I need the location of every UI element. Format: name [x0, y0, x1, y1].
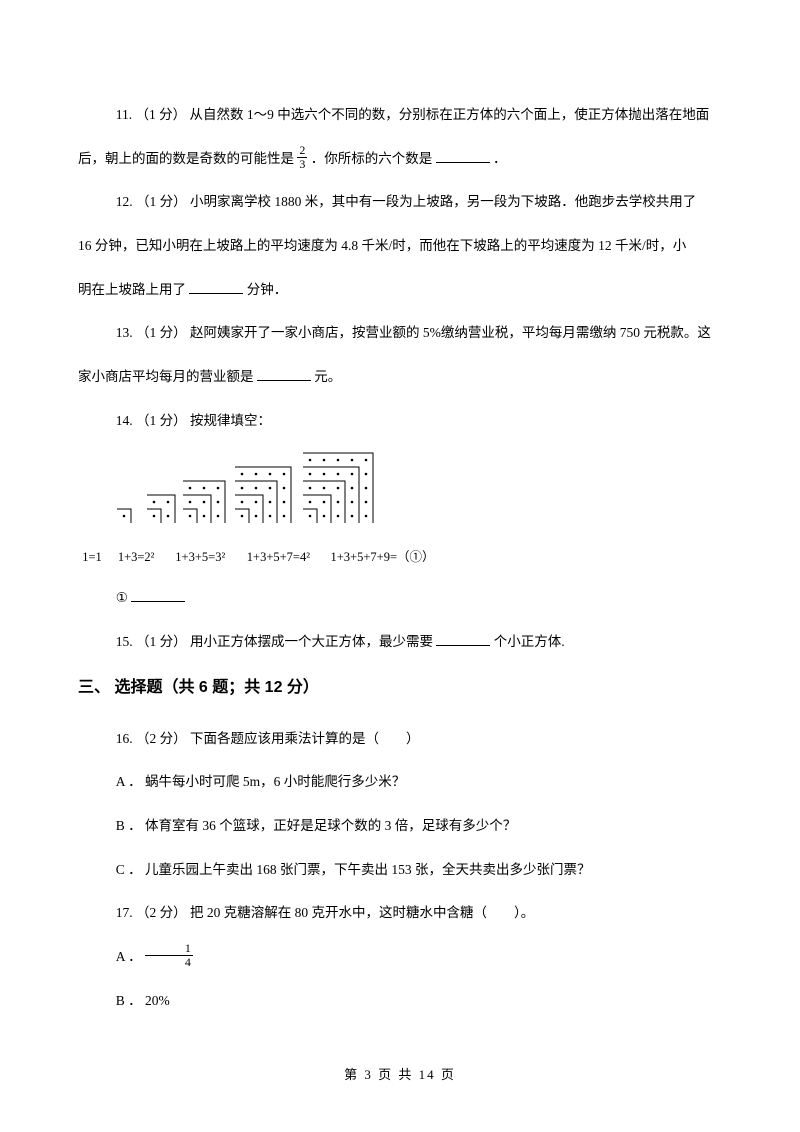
q11-line2: 后，朝上的面的数是奇数的可能性是 23 ．你所标的六个数是 ． [78, 144, 722, 174]
q16-option-B[interactable]: B ． 体育室有 36 个篮球，正好是足球个数的 3 倍，足球有多少个？ [78, 811, 722, 841]
q15: 15. （1 分） 用小正方体摆成一个大正方体，最少需要 个小正方体. [78, 627, 722, 657]
blank[interactable] [257, 368, 311, 382]
q14-line1: 14. （1 分） 按规律填空： [78, 406, 722, 436]
text: A ． [116, 949, 142, 964]
cap: 1+3+5+7=4² [237, 544, 319, 572]
blank[interactable] [436, 632, 490, 646]
q13-line2: 家小商店平均每月的营业额是 元。 [78, 362, 722, 392]
qnum: 11. [116, 107, 132, 122]
text: 赵阿姨家开了一家小商店，按营业额的 5%缴纳营业税，平均每月需缴纳 750 元税… [190, 325, 711, 340]
text: 从自然数 1～9 中选六个不同的数，分别标在正方体的六个面上，使正方体抛出落在地… [190, 107, 710, 122]
pts: （2 分） [136, 731, 187, 746]
text: 把 20 克糖溶解在 80 克开水中，这时糖水中含糖（ ）。 [190, 905, 534, 920]
qnum: 16. [116, 731, 133, 746]
q17-stem: 17. （2 分） 把 20 克糖溶解在 80 克开水中，这时糖水中含糖（ ）。 [78, 898, 722, 928]
text: 按规律填空： [190, 413, 271, 428]
q12-line1: 12. （1 分） 小明家离学校 1880 米，其中有一段为上坡路，另一段为下坡… [78, 187, 722, 217]
section-3-heading: 三、 选择题（共 6 题；共 12 分） [78, 670, 722, 705]
pts: （1 分） [136, 634, 187, 649]
blank[interactable] [189, 280, 243, 294]
pts: （1 分） [136, 325, 187, 340]
pts: （1 分） [136, 107, 187, 122]
qnum: 12. [116, 194, 133, 209]
cap: 1=1 [78, 544, 106, 572]
q16-option-C[interactable]: C ． 儿童乐园上午卖出 168 张门票，下午卖出 153 张，全天共卖出多少张… [78, 855, 722, 885]
text: 分钟． [247, 282, 288, 297]
qnum: 13. [116, 325, 133, 340]
text: 小明家离学校 1880 米，其中有一段为上坡路，另一段为下坡路．他跑步去学校共用… [190, 194, 696, 209]
page-footer: 第 3 页 共 14 页 [0, 1061, 800, 1090]
pts: （1 分） [136, 413, 187, 428]
q17-option-A[interactable]: A ． 14 [78, 942, 722, 972]
blank[interactable] [131, 589, 185, 603]
text: 元。 [314, 369, 341, 384]
pts: （2 分） [136, 905, 187, 920]
qnum: 15. [116, 634, 133, 649]
q16-stem: 16. （2 分） 下面各题应该用乘法计算的是（ ） [78, 724, 722, 754]
q17-option-B[interactable]: B ． 20% [78, 986, 722, 1016]
text: ． [493, 151, 507, 166]
pattern-figure: 1=1 1+3=2² 1+3+5=3² 1+3+5+7=4² 1+3+5+7+9… [78, 450, 722, 572]
cap: 1+3+5=3² [166, 544, 234, 572]
cap: 1+3+5+7+9=（①） [323, 544, 463, 572]
text: 明在上坡路上用了 [78, 282, 186, 297]
qnum: 14. [116, 413, 133, 428]
q12-line3: 明在上坡路上用了 分钟． [78, 275, 722, 305]
fraction-2-3: 23 [297, 144, 307, 171]
text: 个小正方体. [494, 634, 565, 649]
blank[interactable] [436, 149, 490, 163]
pts: （1 分） [136, 194, 187, 209]
text: 家小商店平均每月的营业额是 [78, 369, 254, 384]
q13-line1: 13. （1 分） 赵阿姨家开了一家小商店，按营业额的 5%缴纳营业税，平均每月… [78, 318, 722, 348]
text: 后，朝上的面的数是奇数的可能性是 [78, 151, 294, 166]
text: 下面各题应该用乘法计算的是（ ） [190, 731, 420, 746]
text: ．你所标的六个数是 [311, 151, 433, 166]
qnum: 17. [116, 905, 133, 920]
fraction-1-4: 14 [145, 942, 193, 969]
text: 用小正方体摆成一个大正方体，最少需要 [190, 634, 433, 649]
text: 16 分钟，已知小明在上坡路上的平均速度为 4.8 千米/时，而他在下坡路上的平… [78, 238, 686, 253]
q12-line2: 16 分钟，已知小明在上坡路上的平均速度为 4.8 千米/时，而他在下坡路上的平… [78, 231, 722, 261]
cap: 1+3=2² [109, 544, 163, 572]
q11-line1: 11. （1 分） 从自然数 1～9 中选六个不同的数，分别标在正方体的六个面上… [78, 100, 722, 130]
q14-sub: ① [78, 583, 722, 613]
text: ① [116, 590, 128, 605]
q16-option-A[interactable]: A ． 蜗牛每小时可爬 5m，6 小时能爬行多少米？ [78, 767, 722, 797]
